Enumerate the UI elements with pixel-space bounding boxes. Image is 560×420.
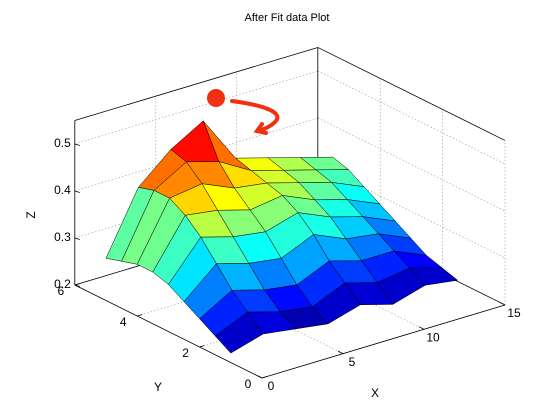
axes: 0 5 10 15 0 2 4 60.2 0.3 0.4 0.5: [54, 120, 521, 393]
x-tick: [499, 302, 506, 306]
x-tick: [418, 326, 425, 330]
x-tick-label: 10: [426, 330, 440, 344]
z-axis-label: Z: [24, 211, 38, 218]
y-tick-label: 4: [120, 315, 127, 329]
x-tick: [337, 350, 344, 355]
annotation-dot: [207, 89, 225, 107]
y-tick: [137, 314, 143, 317]
z-tick-label: 0.2: [54, 277, 71, 291]
y-tick: [199, 345, 205, 348]
surface: [105, 120, 459, 354]
annotation-arrow: [230, 99, 280, 135]
box-edge: [317, 47, 506, 141]
x-tick-label: 0: [268, 379, 275, 393]
chart-title: After Fit data Plot: [245, 12, 330, 24]
z-tick: [74, 190, 80, 193]
x-tick-label: 5: [349, 355, 356, 369]
y-tick: [261, 376, 268, 379]
x-tick: [256, 375, 263, 379]
y-axis: [74, 284, 263, 379]
y-tick-label: 2: [182, 346, 189, 360]
z-tick: [74, 237, 80, 240]
y-axis-label: Y: [154, 380, 162, 394]
z-tick-label: 0.5: [54, 136, 71, 150]
z-tick: [74, 284, 80, 287]
z-tick-label: 0.4: [54, 183, 71, 197]
surface-patch: [214, 311, 264, 354]
box-edge: [74, 47, 318, 121]
grid-line: [74, 70, 318, 145]
z-tick-label: 0.3: [54, 230, 71, 244]
x-axis-label: X: [371, 386, 379, 400]
z-tick: [74, 143, 80, 146]
x-tick-label: 15: [507, 306, 521, 320]
x-axis: [261, 304, 506, 379]
y-tick: [74, 283, 80, 286]
y-tick-label: 6: [57, 284, 64, 298]
y-tick-label: 0: [245, 377, 252, 391]
